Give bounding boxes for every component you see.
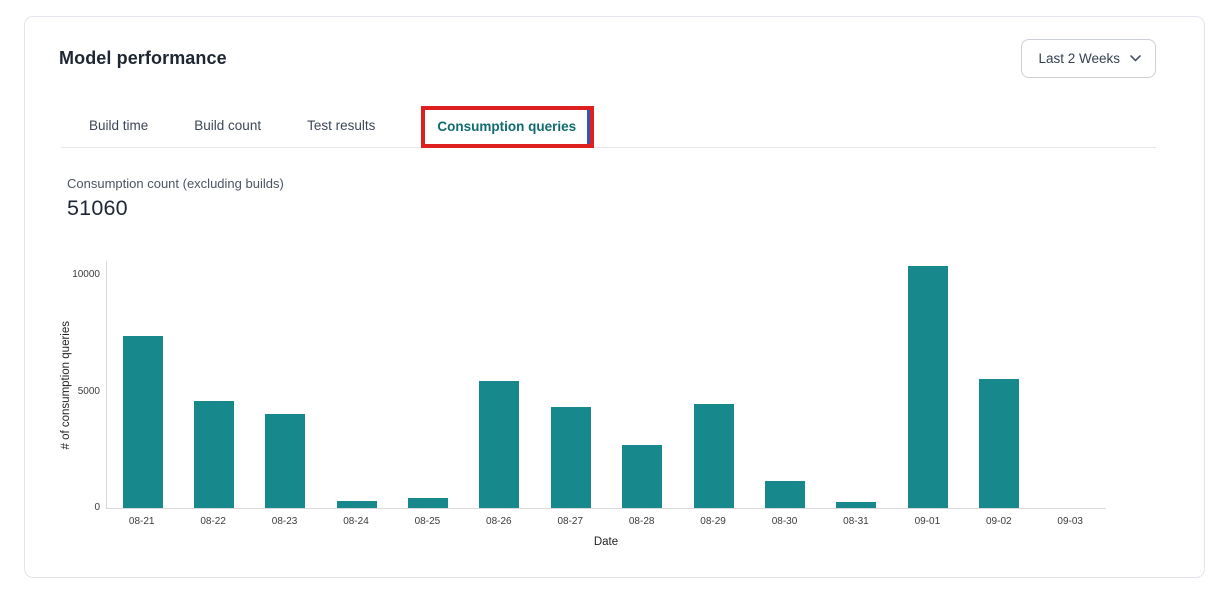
x-axis-label: Date	[593, 536, 619, 548]
chart-bar-08-21[interactable]	[122, 336, 163, 508]
y-tick-0: 0	[94, 502, 100, 513]
x-tick-08-21: 08-21	[128, 516, 155, 527]
chart-bar-08-28[interactable]	[622, 445, 663, 508]
chart-bar-08-30[interactable]	[764, 481, 805, 508]
y-tick-5000: 5000	[77, 385, 100, 397]
bar-slot-08-28	[607, 261, 678, 508]
bar-slot-08-24	[321, 261, 392, 508]
bar-slot-08-23	[250, 261, 321, 508]
bar-slot-08-25	[392, 261, 463, 508]
chart-bar-08-29[interactable]	[693, 404, 734, 508]
date-range-selector[interactable]: Last 2 Weeks	[1021, 39, 1156, 78]
x-tick-08-31: 08-31	[843, 516, 869, 527]
bars-container	[107, 261, 1106, 508]
x-tick-08-26: 08-26	[486, 516, 512, 527]
plot-area: 0 5000 10000	[72, 261, 1106, 513]
annotation-highlight-box: Consumption queries	[421, 106, 595, 148]
chart-bar-08-27[interactable]	[550, 407, 591, 508]
tab-bar: Build time Build count Test results Cons…	[61, 104, 1156, 148]
metric-value: 51060	[67, 196, 128, 220]
bar-slot-08-30	[749, 261, 820, 508]
bar-slot-09-02	[963, 261, 1034, 508]
tab-test-results[interactable]: Test results	[307, 118, 376, 133]
y-axis-label: # of consumption queries	[60, 320, 72, 450]
model-performance-card: Model performance Last 2 Weeks Build tim…	[24, 16, 1205, 578]
x-tick-08-29: 08-29	[700, 516, 726, 527]
metric-block: Consumption count (excluding builds) 510…	[67, 176, 1156, 221]
tab-build-count[interactable]: Build count	[194, 118, 262, 133]
x-tick-08-22: 08-22	[200, 516, 226, 527]
bar-slot-08-21	[107, 261, 178, 508]
chart-bar-08-23[interactable]	[265, 414, 306, 508]
bar-slot-09-03	[1035, 261, 1106, 508]
page-title: Model performance	[59, 48, 227, 68]
x-tick-08-27: 08-27	[557, 516, 584, 527]
focus-indicator	[587, 110, 591, 144]
x-tick-09-02: 09-02	[985, 516, 1012, 527]
x-axis-tick-labels: 08-21 08-22 08-23 08-24 08-25 08-26 08-27 08-28…	[106, 516, 1106, 527]
bar-slot-08-22	[178, 261, 249, 508]
x-tick-08-25: 08-25	[414, 516, 441, 527]
card-header: Model performance Last 2 Weeks	[25, 17, 1204, 78]
chart-bar-08-22[interactable]	[194, 401, 235, 508]
chart-bar-08-26[interactable]	[479, 381, 520, 508]
x-tick-08-23: 08-23	[271, 516, 298, 527]
chart-bar-08-24[interactable]	[336, 501, 377, 508]
bar-slot-08-29	[678, 261, 749, 508]
consumption-queries-chart: # of consumption queries 0 5000 10000 08-2…	[60, 261, 1106, 548]
chart-bar-08-31[interactable]	[836, 502, 877, 508]
x-tick-08-28: 08-28	[628, 516, 655, 527]
x-tick-09-03: 09-03	[1057, 516, 1083, 527]
y-tick-10000: 10000	[72, 269, 100, 281]
x-tick-08-24: 08-24	[343, 516, 369, 527]
x-tick-09-01: 09-01	[914, 516, 941, 527]
date-range-label: Last 2 Weeks	[1038, 51, 1120, 66]
chart-bar-09-01[interactable]	[907, 266, 948, 508]
tab-consumption-queries[interactable]: Consumption queries	[437, 119, 577, 134]
chart-bar-09-02[interactable]	[978, 379, 1019, 508]
bar-slot-08-27	[535, 261, 606, 508]
chevron-down-icon	[1130, 55, 1141, 62]
chart-bar-08-25[interactable]	[408, 498, 449, 508]
y-axis-label-wrap: # of consumption queries	[60, 261, 72, 509]
x-tick-08-30: 08-30	[771, 516, 798, 527]
bar-slot-09-01	[892, 261, 963, 508]
bar-slot-08-26	[464, 261, 535, 508]
bar-slot-08-31	[821, 261, 892, 508]
tab-build-time[interactable]: Build time	[89, 118, 149, 133]
metric-label: Consumption count (excluding builds)	[67, 176, 284, 191]
